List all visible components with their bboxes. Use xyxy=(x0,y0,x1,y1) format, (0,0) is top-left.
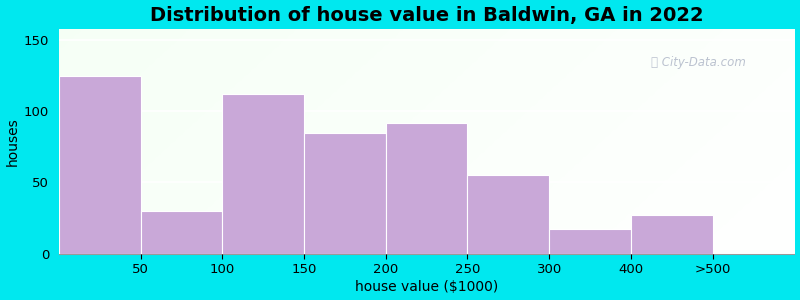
Bar xyxy=(222,94,304,254)
Bar xyxy=(304,133,386,254)
Bar xyxy=(550,230,631,254)
Text: ⓘ City-Data.com: ⓘ City-Data.com xyxy=(651,56,746,69)
Bar xyxy=(141,211,222,253)
Bar xyxy=(467,175,550,254)
Bar xyxy=(59,76,141,254)
Y-axis label: houses: houses xyxy=(6,117,19,166)
Bar xyxy=(386,123,467,254)
Bar xyxy=(631,215,713,254)
X-axis label: house value ($1000): house value ($1000) xyxy=(355,280,498,294)
Title: Distribution of house value in Baldwin, GA in 2022: Distribution of house value in Baldwin, … xyxy=(150,6,703,25)
